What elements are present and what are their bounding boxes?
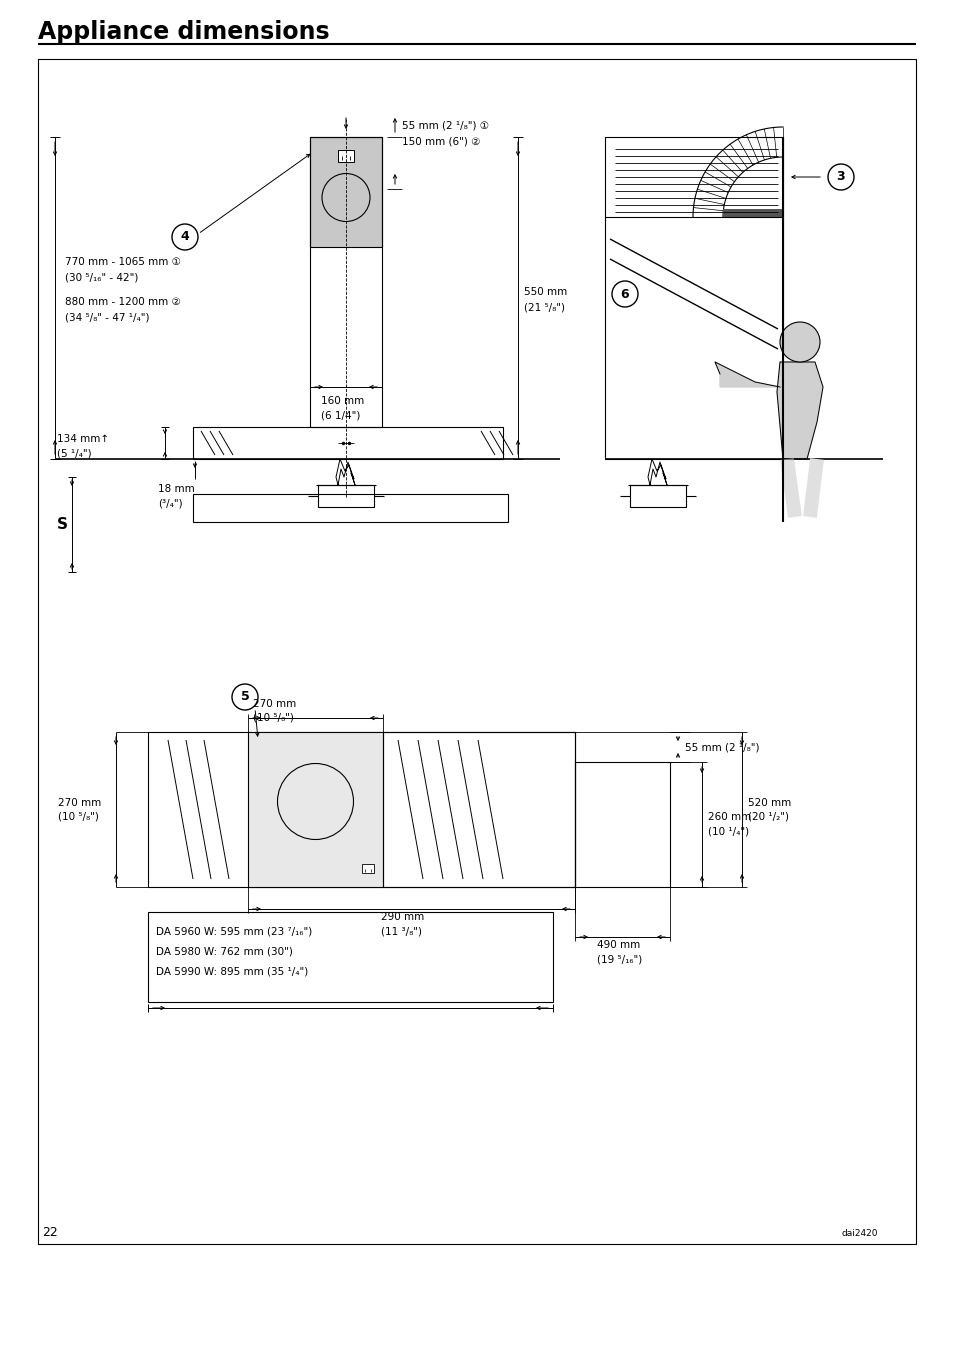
Text: Appliance dimensions: Appliance dimensions — [38, 20, 330, 45]
Text: 260 mm: 260 mm — [707, 813, 750, 822]
Bar — [193, 493, 507, 522]
Text: 880 mm - 1200 mm ②: 880 mm - 1200 mm ② — [65, 297, 180, 307]
Text: (20 ¹/₂"): (20 ¹/₂") — [747, 811, 788, 822]
Text: (11 ³/₈"): (11 ³/₈") — [381, 926, 422, 936]
Text: (34 ⁵/₈" - 47 ¹/₄"): (34 ⁵/₈" - 47 ¹/₄") — [65, 314, 150, 323]
Text: 134 mm↑: 134 mm↑ — [57, 434, 109, 443]
Text: 270 mm: 270 mm — [253, 699, 296, 708]
Bar — [148, 913, 553, 1002]
Text: 55 mm (2 ¹/₈"): 55 mm (2 ¹/₈") — [684, 742, 759, 752]
Text: (21 ⁵/₈"): (21 ⁵/₈") — [523, 303, 564, 314]
Text: (10 ⁵/₈"): (10 ⁵/₈") — [253, 713, 294, 723]
Text: S: S — [57, 516, 68, 531]
Text: 150 mm (6") ②: 150 mm (6") ② — [401, 137, 480, 147]
Text: 160 mm: 160 mm — [320, 396, 364, 406]
Text: 5: 5 — [240, 691, 249, 703]
Text: 18 mm: 18 mm — [158, 484, 194, 493]
Text: 3: 3 — [836, 170, 844, 184]
Text: DA 5960 W: 595 mm (23 ⁷/₁₆"): DA 5960 W: 595 mm (23 ⁷/₁₆") — [156, 927, 312, 937]
Bar — [310, 137, 381, 427]
Circle shape — [780, 322, 820, 362]
Text: (5 ¹/₄"): (5 ¹/₄") — [57, 448, 91, 458]
Bar — [722, 210, 782, 218]
Text: (19 ⁵/₁₆"): (19 ⁵/₁₆") — [597, 955, 642, 964]
Text: (30 ⁵/₁₆" - 42"): (30 ⁵/₁₆" - 42") — [65, 273, 138, 283]
Bar — [361, 864, 374, 873]
Text: 490 mm: 490 mm — [597, 940, 640, 950]
Bar — [337, 150, 354, 162]
Text: 55 mm (2 ¹/₈") ①: 55 mm (2 ¹/₈") ① — [401, 120, 489, 130]
Polygon shape — [714, 362, 780, 387]
Text: (10 ⁵/₈"): (10 ⁵/₈") — [58, 811, 99, 822]
Bar — [382, 731, 575, 887]
Text: 770 mm - 1065 mm ①: 770 mm - 1065 mm ① — [65, 257, 181, 266]
Text: 550 mm: 550 mm — [523, 287, 567, 297]
Text: 290 mm: 290 mm — [381, 913, 424, 922]
Text: 4: 4 — [180, 230, 190, 243]
Text: (6 1/4"): (6 1/4") — [320, 410, 360, 420]
Text: 22: 22 — [42, 1225, 58, 1238]
Bar — [38, 59, 915, 1244]
Bar — [148, 731, 575, 887]
Text: (³/₄"): (³/₄") — [158, 499, 182, 508]
Text: DA 5980 W: 762 mm (30"): DA 5980 W: 762 mm (30") — [156, 946, 293, 957]
Text: 520 mm: 520 mm — [747, 798, 790, 807]
Text: dai2420: dai2420 — [841, 1229, 877, 1238]
Bar — [193, 427, 502, 458]
Text: 6: 6 — [620, 288, 629, 300]
Bar — [629, 485, 685, 507]
Bar — [604, 137, 782, 458]
Text: 270 mm: 270 mm — [58, 798, 101, 807]
Bar — [248, 731, 382, 887]
Text: DA 5990 W: 895 mm (35 ¹/₄"): DA 5990 W: 895 mm (35 ¹/₄") — [156, 967, 308, 977]
Bar — [317, 485, 374, 507]
Bar — [310, 137, 381, 247]
Bar — [575, 763, 669, 887]
Polygon shape — [776, 362, 822, 458]
Text: (10 ¹/₄"): (10 ¹/₄") — [707, 826, 748, 837]
